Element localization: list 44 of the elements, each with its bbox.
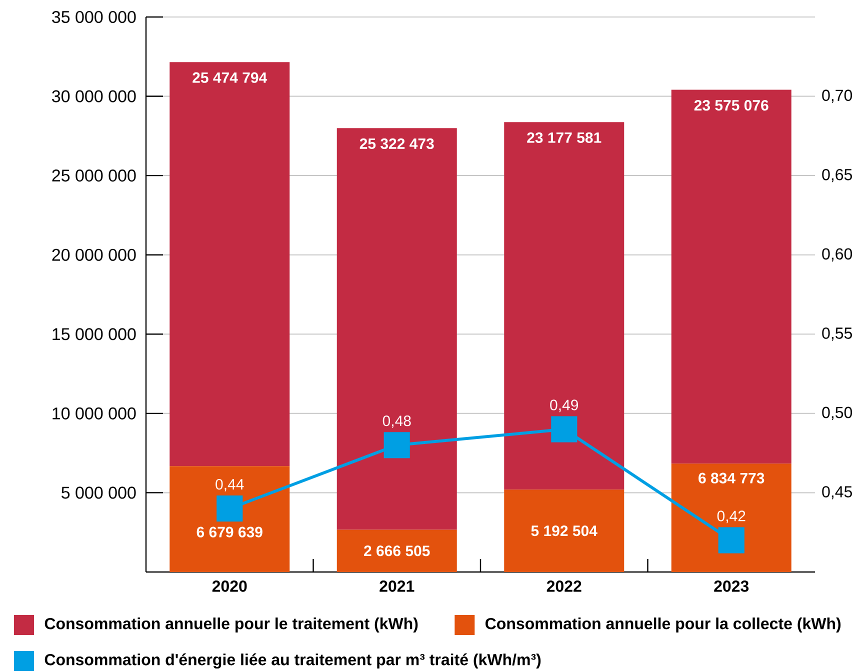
legend-label: Consommation annuelle pour le traitement (kWh) <box>44 618 418 632</box>
x-tick-label: 2021 <box>380 580 414 592</box>
data-label: 5 192 504 <box>531 526 598 536</box>
data-label: 2 666 505 <box>364 546 430 556</box>
data-label: 0,49 <box>550 400 578 412</box>
y2-tick-label: 0,65 <box>822 168 852 182</box>
bar <box>504 122 624 490</box>
x-tick-label: 2023 <box>714 580 749 592</box>
bar <box>336 530 457 572</box>
y2-tick-label: 0,70 <box>822 90 852 103</box>
bar <box>336 128 457 530</box>
x-tick-label: 2022 <box>546 580 582 592</box>
y-tick-label: 15 000 000 <box>52 328 136 340</box>
bar <box>170 62 290 466</box>
bar <box>671 90 792 464</box>
point <box>216 496 243 522</box>
y-tick-label: 35 000 000 <box>52 10 136 24</box>
data-label: 23 575 076 <box>694 100 768 111</box>
point <box>718 527 744 554</box>
y-tick-label: 20 000 000 <box>52 248 136 261</box>
data-label: 0,42 <box>717 510 746 524</box>
data-label: 25 474 794 <box>192 72 268 83</box>
data-label: 6 679 639 <box>196 526 262 538</box>
y-tick-label: 30 000 000 <box>52 90 136 102</box>
point <box>551 416 578 442</box>
y-tick-label: 5 000 000 <box>62 486 136 499</box>
y-tick-label: 25 000 000 <box>52 170 136 182</box>
y-tick-label: 10 000 000 <box>52 407 136 420</box>
data-label: 0,48 <box>382 416 411 428</box>
legend-label: Consommation d'énergie liée au traitement par m³ traité (kWh/m³) <box>44 653 541 669</box>
legend-label: Consommation annuelle pour la collecte (kWh) <box>486 618 841 632</box>
y2-tick-label: 0,60 <box>822 248 852 262</box>
data-label: 23 177 581 <box>527 132 602 143</box>
y2-tick-label: 0,45 <box>822 486 852 500</box>
y2-tick-label: 0,50 <box>822 406 852 420</box>
bar <box>671 464 792 572</box>
x-tick-label: 2020 <box>212 580 247 592</box>
data-label: 0,44 <box>216 478 244 492</box>
bar <box>170 466 290 572</box>
data-label: 6 834 773 <box>698 472 764 484</box>
point <box>384 432 410 458</box>
data-label: 25 322 473 <box>360 138 434 150</box>
bar <box>504 490 624 572</box>
y2-tick-label: 0,55 <box>822 328 852 341</box>
